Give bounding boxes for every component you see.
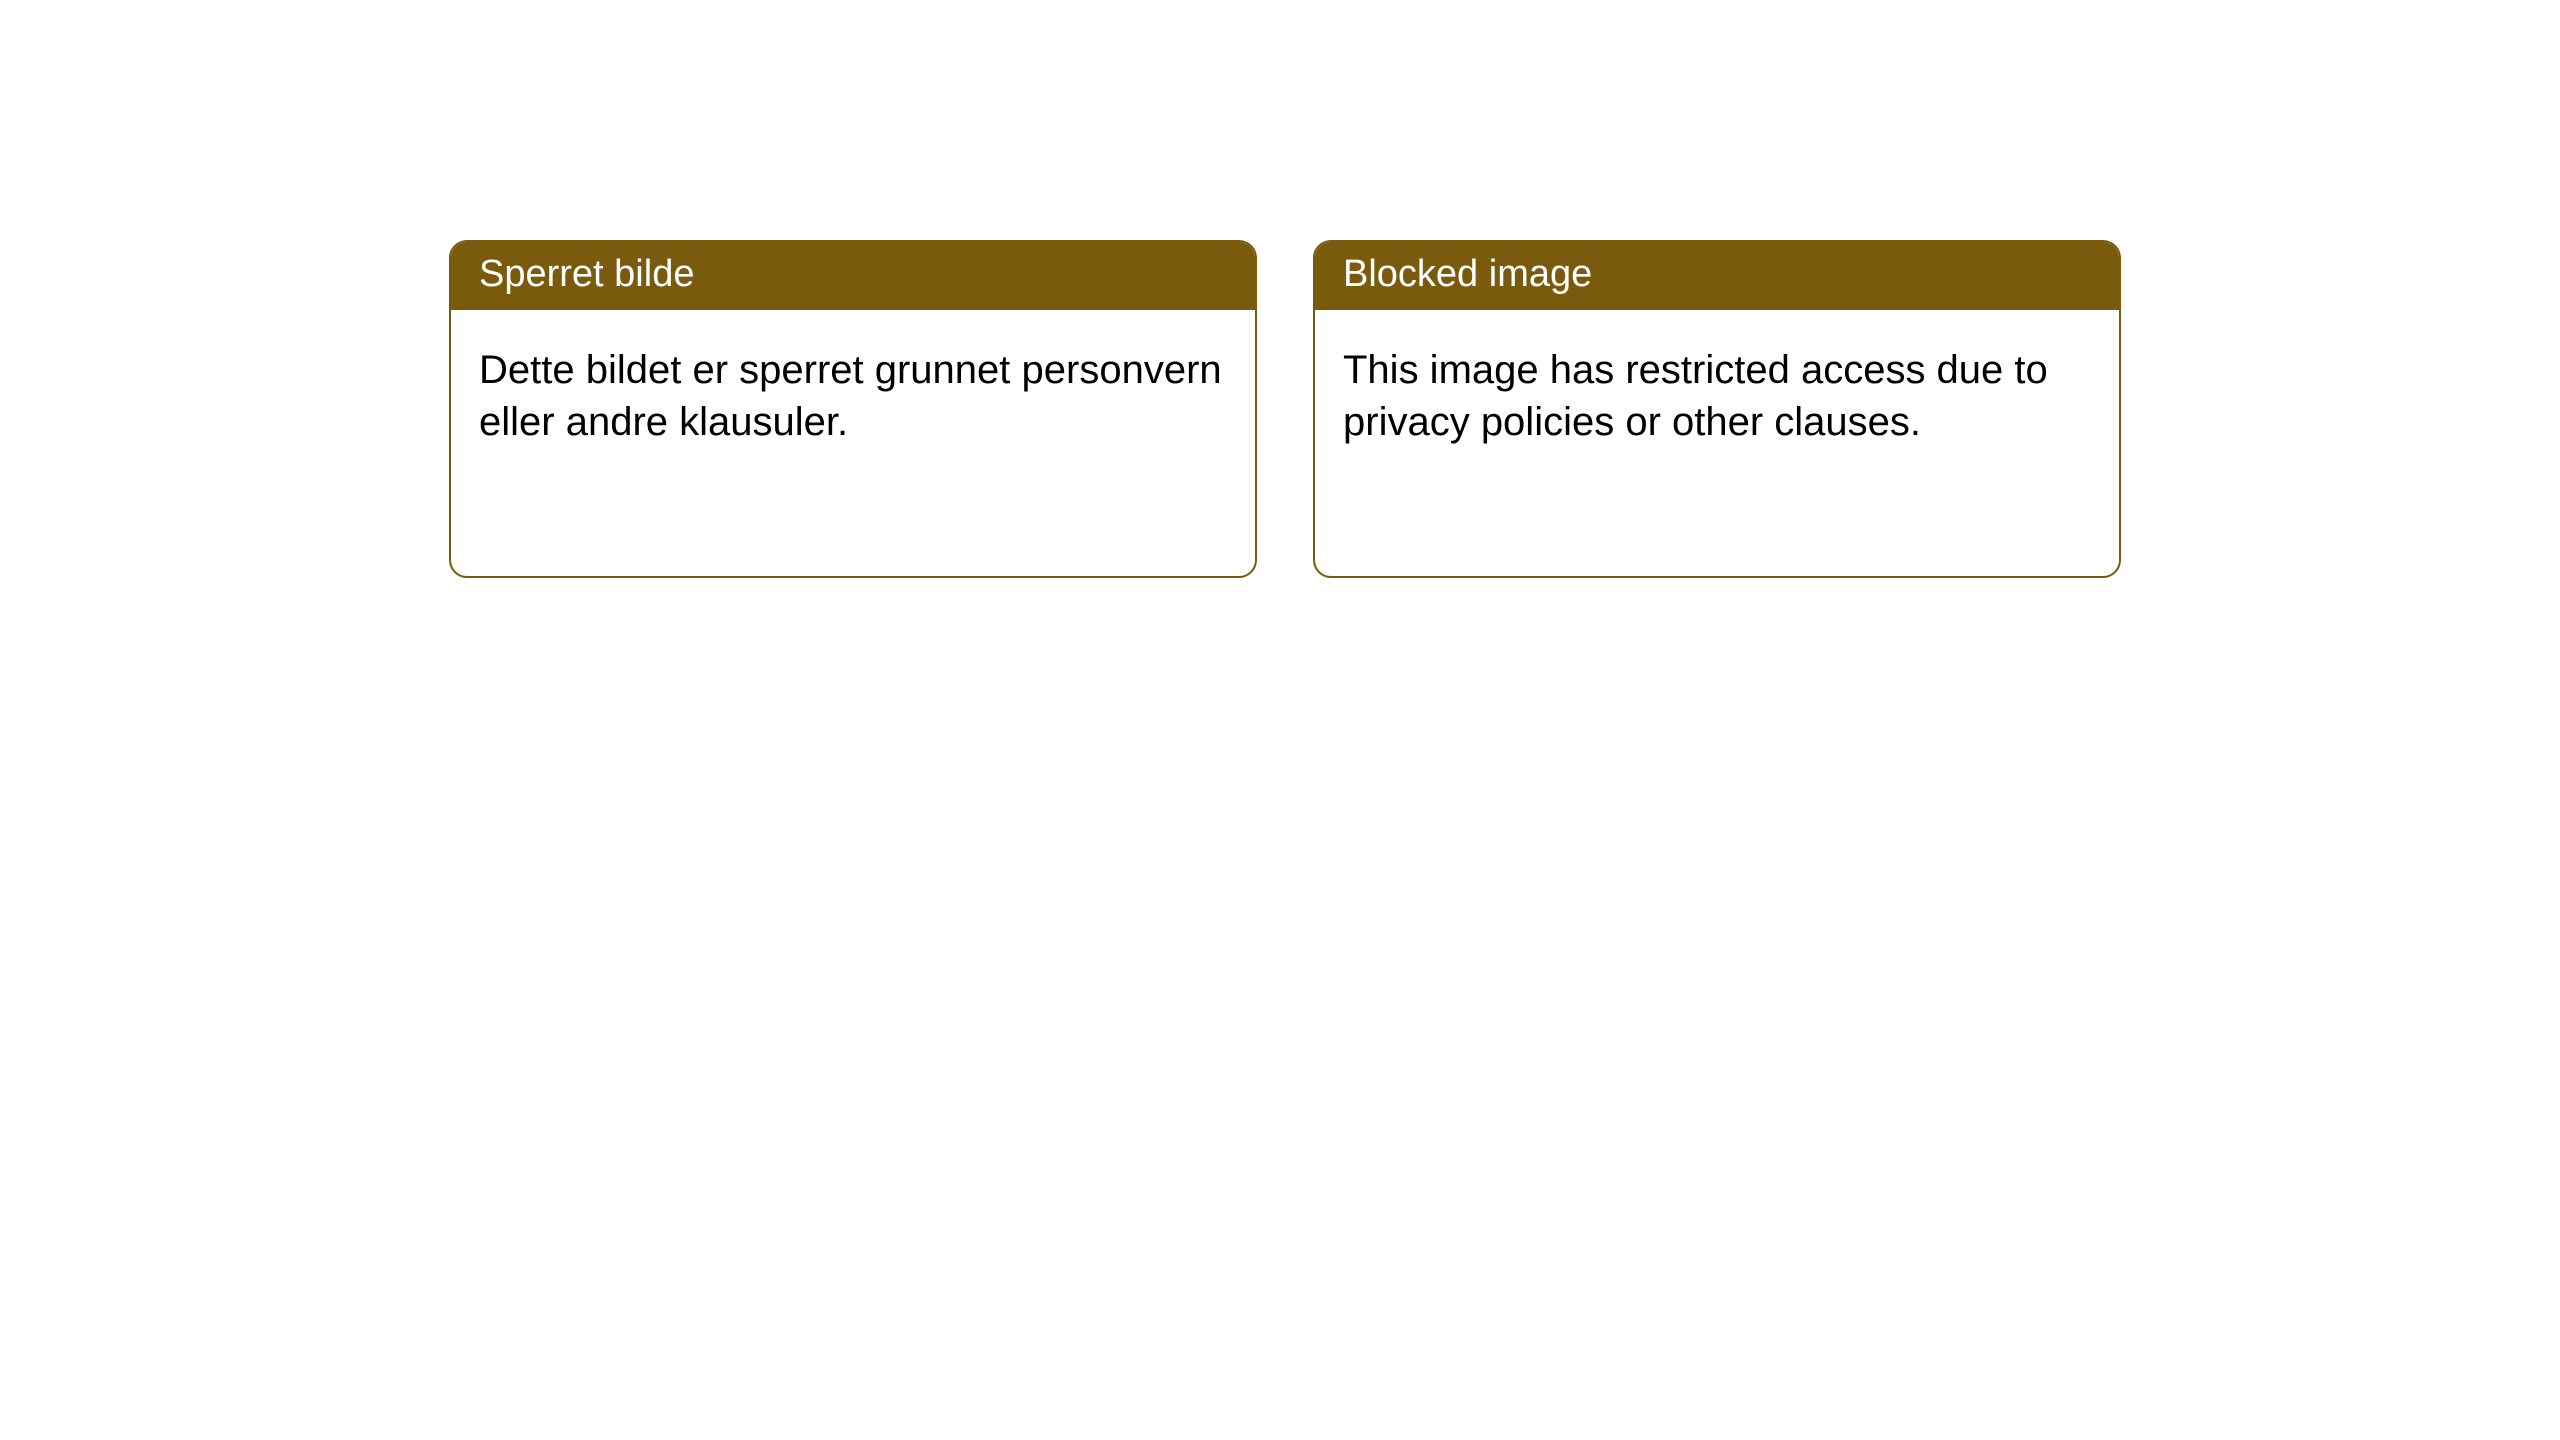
card-body-norwegian: Dette bildet er sperret grunnet personve… <box>451 310 1255 482</box>
notice-cards-container: Sperret bilde Dette bildet er sperret gr… <box>449 240 2121 578</box>
notice-card-english: Blocked image This image has restricted … <box>1313 240 2121 578</box>
card-header-english: Blocked image <box>1315 242 2119 310</box>
notice-card-norwegian: Sperret bilde Dette bildet er sperret gr… <box>449 240 1257 578</box>
card-header-norwegian: Sperret bilde <box>451 242 1255 310</box>
card-body-english: This image has restricted access due to … <box>1315 310 2119 482</box>
